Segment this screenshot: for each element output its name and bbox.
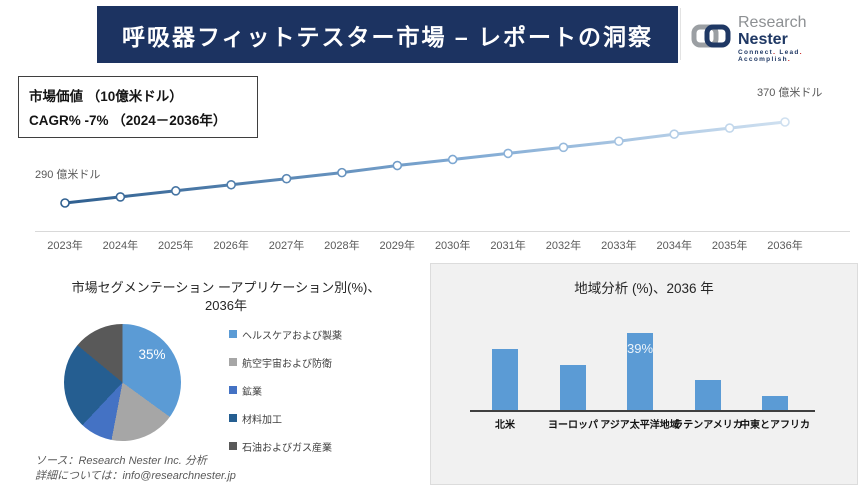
line-marker — [281, 173, 292, 184]
line-chart-x-axis — [35, 231, 850, 232]
year-tick-label: 2030年 — [434, 240, 471, 252]
year-tick-label: 2025年 — [158, 240, 194, 252]
legend-label: ヘルスケアおよび製薬 — [242, 330, 342, 342]
year-tick-label: 2026年 — [213, 240, 249, 252]
pie-chart-title: 市場セグメンテーション ーアプリケーション別(%)、 2036年 — [71, 280, 381, 313]
year-tick-label: 2036年 — [767, 240, 803, 252]
legend-item: 航空宇宙および防衛 — [229, 348, 342, 376]
pie-data-label: 35% — [138, 347, 166, 362]
line-marker — [337, 167, 347, 178]
page-title: 呼吸器フィットテスター市場 – レポートの洞察 — [121, 23, 654, 50]
year-tick-label: 2034年 — [656, 240, 692, 252]
logo-tagline: Connect. Lead. Accomplish. — [738, 49, 803, 63]
pie-legend: ヘルスケアおよび製薬 航空宇宙および防衛 鉱業材料加工石油およびガス産業 — [229, 320, 342, 460]
legend-swatch — [229, 414, 237, 422]
legend-item: 鉱業 — [229, 376, 342, 404]
year-tick-label: 2035年 — [711, 240, 748, 252]
year-tick-label: 2032年 — [545, 240, 582, 252]
region-category-label: ヨーロッパ — [548, 420, 598, 431]
legend-label: 材料加工 — [242, 414, 282, 426]
line-marker — [724, 123, 735, 133]
region-bar — [695, 380, 721, 410]
source-note: ソース：Research Nester Inc. 分析 — [35, 455, 207, 467]
bar-data-label: 39% — [626, 341, 654, 356]
legend-item: 石油およびガス産業 — [229, 432, 342, 460]
logo-wordmark: Research Nester — [738, 14, 807, 48]
region-bar — [762, 396, 788, 410]
line-marker — [503, 148, 513, 159]
application-segmentation-pie — [64, 324, 181, 441]
region-bar — [492, 349, 518, 410]
legend-swatch — [229, 330, 237, 338]
market-value-line-chart — [60, 117, 790, 208]
legend-item: ヘルスケアおよび製薬 — [229, 320, 342, 348]
region-bar — [627, 333, 653, 410]
line-marker — [558, 142, 569, 153]
logo-chainlink-icon — [690, 20, 732, 57]
year-tick-label: 2029年 — [379, 240, 416, 252]
year-tick-label: 2027年 — [268, 240, 305, 252]
line-series — [64, 120, 786, 205]
page-title-banner: 呼吸器フィットテスター市場 – レポートの洞察 — [97, 6, 678, 63]
line-marker — [614, 136, 624, 147]
line-marker — [669, 129, 680, 139]
legend-label: 航空宇宙および防衛 — [242, 358, 332, 370]
legend-swatch — [229, 386, 237, 394]
cagr-label: CAGR% -7% （2024－2036年） — [29, 113, 227, 128]
line-marker — [447, 154, 458, 165]
bar-chart-title: 地域分析 (%)、2036 年 — [574, 281, 714, 296]
year-tick-label: 2024年 — [102, 240, 139, 252]
legend-swatch — [229, 442, 237, 450]
legend-swatch — [229, 358, 237, 366]
market-value-label: 市場価値 （10億米ドル） — [29, 89, 183, 104]
line-marker — [60, 198, 70, 208]
legend-label: 石油およびガス産業 — [242, 442, 332, 454]
header-divider — [680, 8, 681, 60]
year-tick-label: 2028年 — [324, 240, 360, 252]
year-tick-label: 2031年 — [490, 240, 526, 252]
line-marker — [780, 117, 790, 127]
region-category-label: 中東とアフリカ — [740, 420, 810, 431]
region-category-label: ラテンアメリカ — [673, 420, 743, 431]
line-marker — [392, 160, 403, 171]
region-category-label: アジア太平洋地域 — [600, 420, 680, 431]
research-nester-logo: Research Nester Connect. Lead. Accomplis… — [690, 14, 858, 63]
market-value-box: 市場価値 （10億米ドル） CAGR% -7% （2024－2036年） — [18, 76, 258, 138]
year-tick-label: 2033年 — [601, 240, 637, 252]
line-end-value-label: 370 億米ドル — [757, 87, 823, 99]
legend-label: 鉱業 — [242, 386, 262, 398]
line-marker — [115, 192, 126, 202]
contact-note: 詳細については：info@researchnester.jp — [35, 470, 236, 482]
year-tick-label: 2023年 — [47, 240, 83, 252]
region-category-label: 北米 — [495, 420, 515, 431]
legend-item: 材料加工 — [229, 404, 342, 432]
region-bar — [560, 365, 586, 410]
bar-chart-x-axis — [470, 410, 815, 412]
line-start-value-label: 290 億米ドル — [35, 169, 101, 181]
line-marker — [170, 186, 181, 196]
line-marker — [226, 179, 236, 190]
